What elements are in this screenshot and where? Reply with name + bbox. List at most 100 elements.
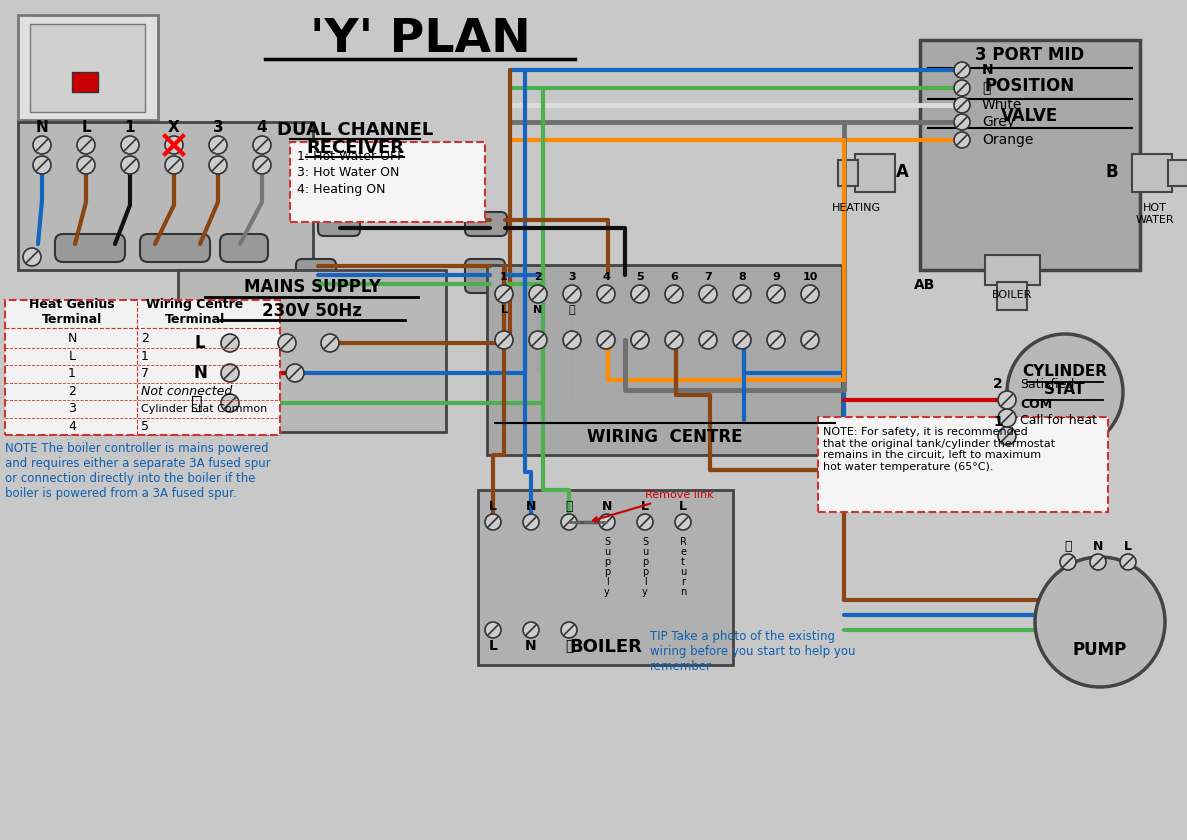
Text: r: r <box>681 577 685 587</box>
Text: X: X <box>169 120 180 135</box>
FancyBboxPatch shape <box>985 255 1040 285</box>
Circle shape <box>221 394 239 412</box>
Circle shape <box>529 331 547 349</box>
Text: VALVE: VALVE <box>1002 107 1059 125</box>
Circle shape <box>286 364 304 382</box>
Text: COM: COM <box>1020 397 1052 411</box>
Text: 7: 7 <box>141 367 150 381</box>
Circle shape <box>954 80 970 96</box>
Text: L: L <box>501 305 508 315</box>
FancyBboxPatch shape <box>855 154 895 192</box>
Text: 2: 2 <box>141 333 148 345</box>
Circle shape <box>165 136 183 154</box>
Circle shape <box>699 331 717 349</box>
Text: Call for heat: Call for heat <box>1020 414 1097 428</box>
Text: N: N <box>1093 539 1103 553</box>
Text: STAT: STAT <box>1045 382 1086 397</box>
Circle shape <box>597 285 615 303</box>
Circle shape <box>529 285 547 303</box>
Text: y: y <box>642 587 648 597</box>
FancyBboxPatch shape <box>465 212 507 236</box>
Circle shape <box>954 132 970 148</box>
Text: 3: Hot Water ON: 3: Hot Water ON <box>297 166 399 180</box>
Text: 4: Heating ON: 4: Heating ON <box>297 182 386 196</box>
Text: 10: 10 <box>802 272 818 282</box>
FancyBboxPatch shape <box>178 270 446 432</box>
Text: Not connected: Not connected <box>141 385 233 398</box>
Circle shape <box>523 622 539 638</box>
Text: POSITION: POSITION <box>985 77 1075 95</box>
FancyBboxPatch shape <box>997 282 1027 310</box>
Text: B: B <box>1105 163 1118 181</box>
Text: L: L <box>641 500 649 512</box>
Text: A: A <box>896 163 909 181</box>
Circle shape <box>1060 554 1075 570</box>
FancyBboxPatch shape <box>920 40 1140 270</box>
Circle shape <box>998 409 1016 427</box>
FancyBboxPatch shape <box>18 15 158 120</box>
FancyBboxPatch shape <box>318 212 360 236</box>
Text: 230V 50Hz: 230V 50Hz <box>262 302 362 320</box>
Circle shape <box>734 285 751 303</box>
Circle shape <box>563 331 580 349</box>
Circle shape <box>1007 334 1123 450</box>
Text: WATER: WATER <box>1136 215 1174 225</box>
Text: HEATING: HEATING <box>831 203 881 213</box>
Circle shape <box>209 136 227 154</box>
Text: l: l <box>643 577 647 587</box>
Text: DUAL CHANNEL: DUAL CHANNEL <box>277 121 433 139</box>
Text: 7: 7 <box>704 272 712 282</box>
Text: 1: 1 <box>125 120 135 135</box>
FancyBboxPatch shape <box>838 160 858 186</box>
Circle shape <box>599 514 615 530</box>
Circle shape <box>675 514 691 530</box>
Circle shape <box>734 331 751 349</box>
Circle shape <box>485 514 501 530</box>
Text: p: p <box>604 567 610 577</box>
Circle shape <box>1121 554 1136 570</box>
Text: l: l <box>605 577 609 587</box>
Circle shape <box>320 334 339 352</box>
Text: L: L <box>489 500 497 512</box>
FancyBboxPatch shape <box>140 234 210 262</box>
Circle shape <box>561 514 577 530</box>
Circle shape <box>801 285 819 303</box>
FancyBboxPatch shape <box>1168 160 1187 186</box>
Text: 1: 1 <box>141 349 148 363</box>
Text: L: L <box>489 639 497 653</box>
Circle shape <box>121 156 139 174</box>
Circle shape <box>561 622 577 638</box>
Text: N: N <box>193 364 207 382</box>
Text: p: p <box>642 567 648 577</box>
FancyBboxPatch shape <box>818 417 1107 512</box>
FancyBboxPatch shape <box>296 259 336 293</box>
Text: NOTE: For safety, it is recommended
that the original tank/cylinder thermostat
r: NOTE: For safety, it is recommended that… <box>823 427 1055 472</box>
Text: u: u <box>680 567 686 577</box>
Text: ⏚: ⏚ <box>565 500 573 512</box>
Text: 1: 1 <box>68 367 76 381</box>
Text: 3: 3 <box>212 120 223 135</box>
Circle shape <box>563 285 580 303</box>
Text: L: L <box>195 334 205 352</box>
Text: y: y <box>604 587 610 597</box>
Text: 3: 3 <box>68 402 76 415</box>
Text: 4: 4 <box>602 272 610 282</box>
Text: RECEIVER: RECEIVER <box>306 139 404 157</box>
Circle shape <box>1035 557 1164 687</box>
Circle shape <box>23 248 42 266</box>
Text: S: S <box>642 537 648 547</box>
Text: Cylinder Stat Common: Cylinder Stat Common <box>141 404 267 414</box>
FancyBboxPatch shape <box>30 24 145 112</box>
Text: HOT: HOT <box>1143 203 1167 213</box>
Text: S: S <box>604 537 610 547</box>
Text: 'Y' PLAN: 'Y' PLAN <box>310 18 531 62</box>
Text: PUMP: PUMP <box>1073 641 1128 659</box>
Text: u: u <box>642 547 648 557</box>
Text: N: N <box>982 63 994 77</box>
Circle shape <box>221 334 239 352</box>
Circle shape <box>253 136 271 154</box>
Text: White: White <box>982 98 1022 112</box>
Circle shape <box>665 331 683 349</box>
Text: R: R <box>680 537 686 547</box>
Text: MAINS SUPPLY: MAINS SUPPLY <box>243 278 381 296</box>
